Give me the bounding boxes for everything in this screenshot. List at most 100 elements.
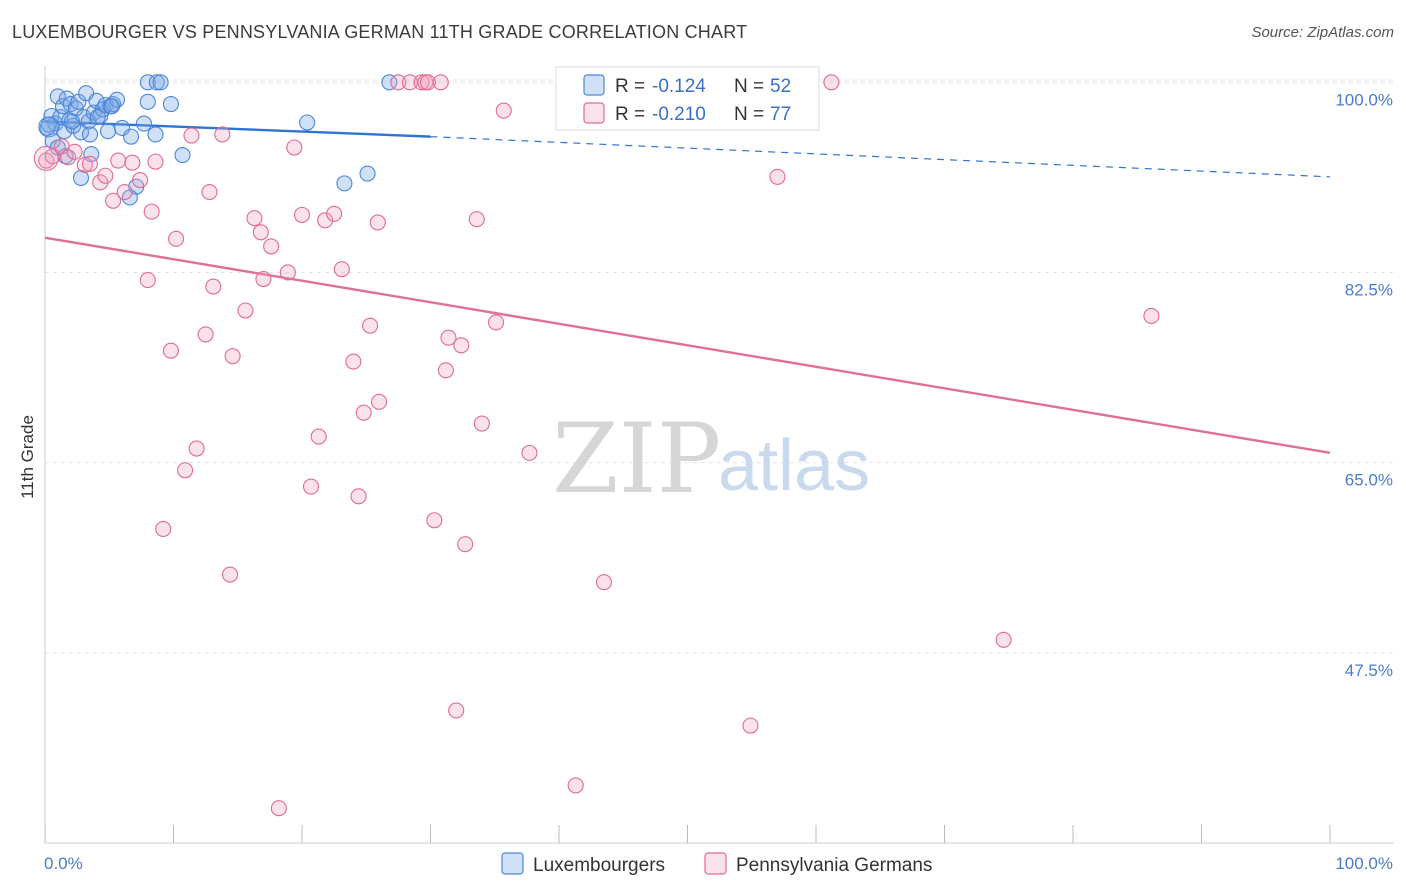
y-tick-label: 82.5% bbox=[1345, 280, 1393, 299]
pennsylvania-german-point bbox=[155, 520, 172, 537]
luxembourger-point bbox=[103, 98, 120, 115]
luxembourger-point bbox=[147, 126, 164, 143]
bottom-legend-swatch-pennsylvania-germans bbox=[704, 852, 727, 875]
pennsylvania-german-point bbox=[224, 348, 241, 365]
luxembourger-point bbox=[89, 109, 106, 126]
pennsylvania-german-cluster-point bbox=[33, 145, 59, 171]
luxembourger-point bbox=[99, 123, 117, 140]
luxembourger-point bbox=[139, 74, 156, 91]
legend-n-label-1: N = bbox=[734, 76, 764, 97]
bottom-legend-swatch-luxembourgers bbox=[501, 852, 524, 875]
pennsylvania-german-point bbox=[473, 415, 490, 432]
pennsylvania-german-point bbox=[162, 342, 179, 359]
luxembourger-point bbox=[63, 113, 81, 130]
pennsylvania-german-point bbox=[432, 74, 449, 91]
pennsylvania-german-point bbox=[110, 152, 127, 169]
pennsylvania-german-point bbox=[362, 317, 379, 334]
pennsylvania-german-point bbox=[201, 184, 218, 201]
pennsylvania-german-point bbox=[246, 210, 263, 227]
pennsylvania-german-point bbox=[302, 478, 320, 495]
pennsylvania-german-point bbox=[124, 154, 141, 171]
legend-n-value-1: 52 bbox=[770, 76, 791, 97]
pennsylvania-german-point bbox=[369, 214, 386, 231]
pennsylvania-german-point bbox=[168, 230, 185, 247]
pennsylvania-german-point bbox=[333, 261, 350, 278]
legend-r-label-1: R = bbox=[615, 76, 645, 97]
legend-n-value-2: 77 bbox=[770, 104, 791, 125]
pennsylvania-german-point bbox=[205, 278, 222, 295]
pennsylvania-german-point bbox=[823, 74, 840, 91]
pennsylvania-german-point bbox=[147, 153, 164, 170]
pennsylvania-german-point bbox=[521, 444, 538, 461]
pennsylvania-german-point bbox=[468, 211, 485, 228]
points-layer bbox=[33, 74, 1160, 817]
watermark-zip: ZIP bbox=[552, 403, 721, 515]
luxembourger-cluster-point bbox=[38, 116, 60, 138]
pennsylvania-german-trend-line bbox=[44, 236, 1331, 455]
pennsylvania-german-point bbox=[183, 127, 200, 144]
pennsylvania-german-point bbox=[495, 102, 512, 119]
pennsylvania-german-point bbox=[310, 428, 327, 445]
pennsylvania-german-point bbox=[116, 184, 133, 201]
luxembourger-point bbox=[381, 74, 398, 91]
bottom-legend: Luxembourgers Pennsylvania Germans bbox=[501, 852, 932, 876]
pennsylvania-german-point bbox=[457, 536, 474, 553]
pennsylvania-german-point bbox=[742, 717, 759, 734]
legend-swatch-pennsylvania-germans bbox=[583, 102, 605, 124]
y-tick-label: 65.0% bbox=[1345, 471, 1393, 490]
luxembourger-point bbox=[72, 169, 90, 186]
pennsylvania-german-point bbox=[221, 566, 239, 583]
pennsylvania-german-point bbox=[270, 800, 287, 817]
pennsylvania-german-point bbox=[92, 174, 109, 191]
axes-layer: 100.0% 82.5% 65.0% 47.5% 0.0% 100.0% bbox=[44, 66, 1394, 873]
watermark: ZIP atlas bbox=[552, 403, 870, 515]
luxembourger-point bbox=[336, 175, 353, 192]
pennsylvania-german-point bbox=[371, 393, 388, 410]
x-tick-label-max: 100.0% bbox=[1335, 854, 1393, 873]
pennsylvania-german-point bbox=[252, 224, 269, 241]
luxembourger-point bbox=[123, 128, 140, 145]
pennsylvania-german-point bbox=[197, 326, 214, 343]
pennsylvania-german-point bbox=[139, 272, 156, 289]
grid-layer bbox=[45, 79, 1394, 654]
pennsylvania-german-point bbox=[448, 702, 465, 719]
pennsylvania-german-point bbox=[177, 462, 194, 479]
luxembourger-point bbox=[299, 114, 316, 131]
luxembourger-point bbox=[359, 165, 376, 182]
legend-r-label-2: R = bbox=[615, 104, 645, 125]
pennsylvania-german-point bbox=[286, 139, 303, 156]
luxembourger-point bbox=[88, 92, 105, 109]
y-tick-label: 100.0% bbox=[1335, 90, 1393, 109]
pennsylvania-german-point bbox=[326, 205, 343, 222]
y-tick-label: 47.5% bbox=[1345, 661, 1393, 680]
pennsylvania-german-point bbox=[279, 264, 296, 281]
pennsylvania-german-point bbox=[97, 167, 114, 184]
luxembourger-point bbox=[135, 115, 152, 132]
pennsylvania-german-point bbox=[237, 302, 254, 319]
luxembourger-point bbox=[148, 74, 165, 91]
luxembourger-point bbox=[174, 147, 191, 164]
pennsylvania-german-point bbox=[66, 143, 83, 160]
pennsylvania-german-point bbox=[214, 126, 231, 143]
legend-box bbox=[555, 66, 820, 131]
pennsylvania-german-point bbox=[453, 337, 470, 354]
luxembourger-point bbox=[152, 74, 169, 91]
top-legend: R = -0.124 N = 52 R = -0.210 N = 77 bbox=[555, 66, 820, 131]
pennsylvania-german-point bbox=[132, 172, 149, 189]
pennsylvania-german-point bbox=[317, 212, 334, 229]
legend-r-value-1: -0.124 bbox=[652, 76, 706, 97]
luxembourger-point bbox=[162, 95, 179, 113]
bottom-legend-label-luxembourgers: Luxembourgers bbox=[533, 855, 665, 876]
watermark-atlas: atlas bbox=[718, 426, 870, 506]
legend-swatch-luxembourgers bbox=[583, 74, 605, 96]
pennsylvania-german-point bbox=[1143, 307, 1160, 324]
pennsylvania-german-point bbox=[143, 203, 160, 220]
pennsylvania-german-point bbox=[995, 631, 1012, 648]
luxembourger-trend-extension bbox=[430, 136, 1331, 178]
pennsylvania-german-point bbox=[350, 488, 367, 505]
pennsylvania-german-point bbox=[440, 329, 457, 346]
pennsylvania-german-point bbox=[426, 512, 443, 529]
pennsylvania-german-point bbox=[76, 156, 93, 173]
pennsylvania-german-point bbox=[255, 270, 272, 288]
pennsylvania-german-point bbox=[355, 404, 372, 421]
